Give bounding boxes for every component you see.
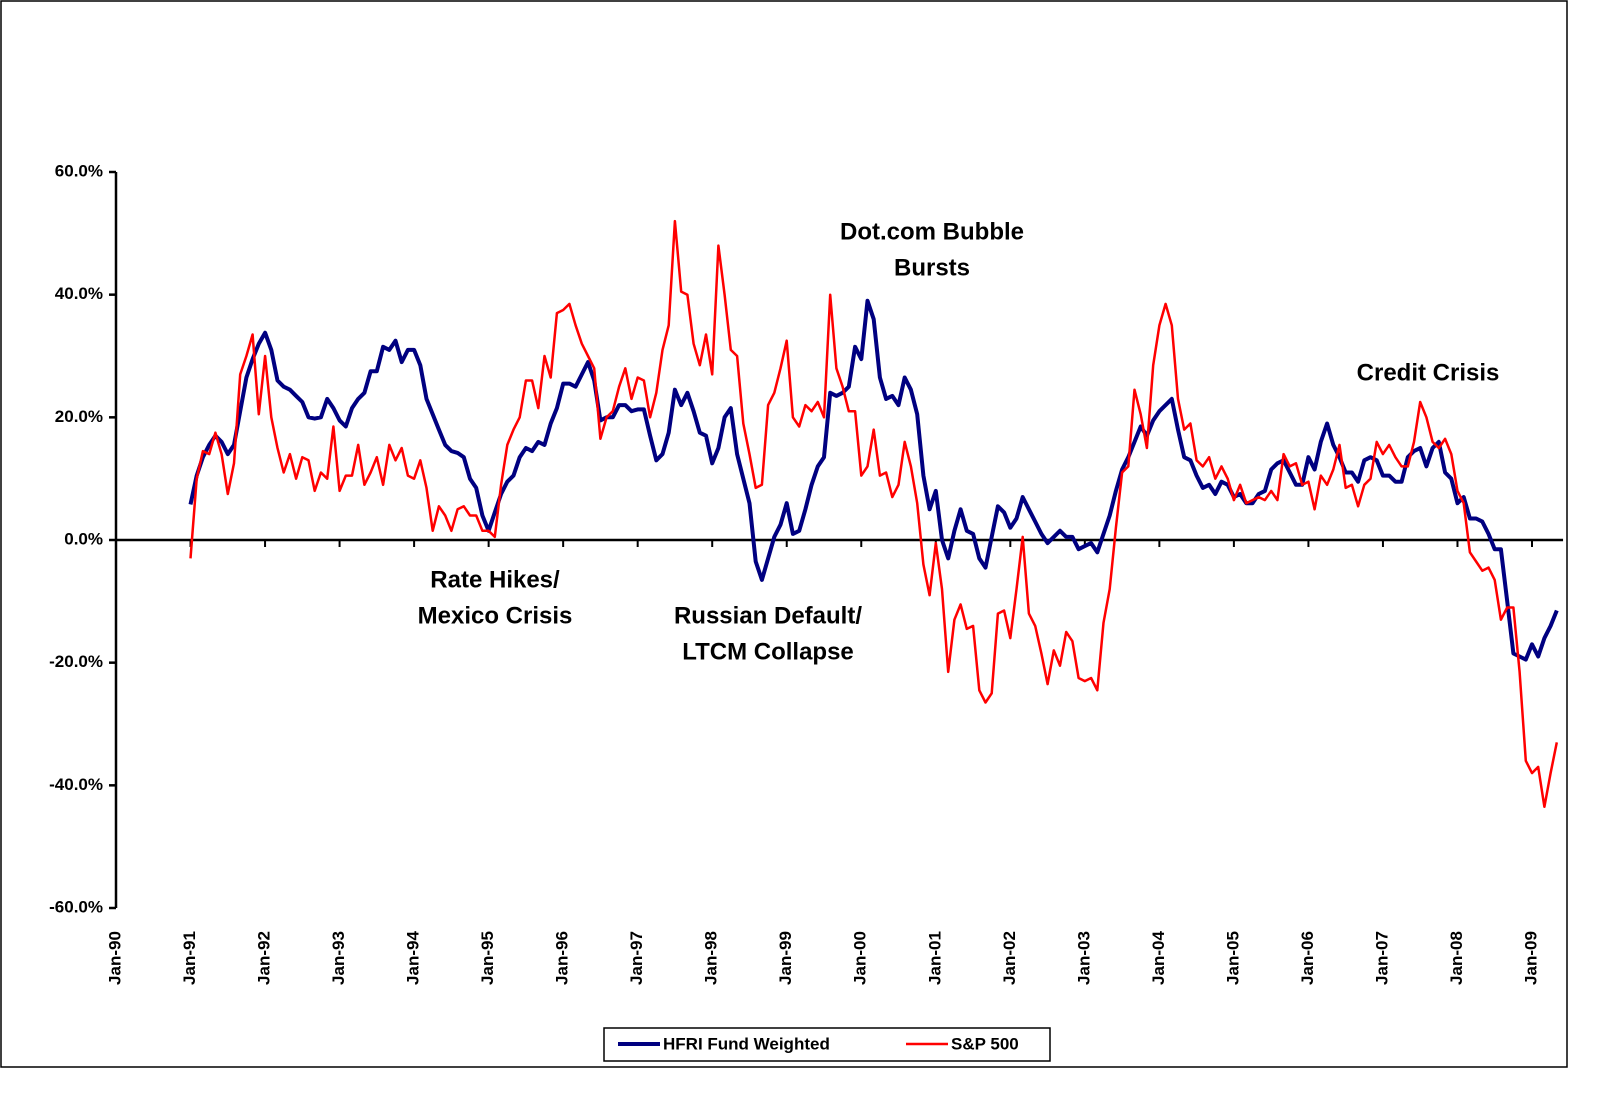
x-tick-label: Jan-97 [627,931,646,985]
annotation: LTCM Collapse [682,638,854,665]
x-tick-label: Jan-99 [776,931,795,985]
x-tick-label: Jan-08 [1447,931,1466,985]
legend-label: HFRI Fund Weighted [663,1034,830,1053]
x-tick-label: Jan-94 [404,931,423,985]
legend-box [603,1027,1051,1062]
x-tick-label: Jan-01 [925,931,944,985]
x-tick-label: Jan-96 [553,931,572,985]
x-tick-label: Jan-02 [1000,931,1019,985]
annotation: Rate Hikes/ [430,566,560,593]
x-tick-label: Jan-07 [1372,931,1391,985]
x-tick-label: Jan-06 [1298,931,1317,985]
x-tick-label: Jan-04 [1149,931,1168,985]
chart-border [0,0,1568,1068]
x-tick-label: Jan-91 [180,931,199,985]
series-line [188,298,1559,662]
annotation: Credit Crisis [1357,359,1500,386]
x-tick-label: Jan-95 [478,931,497,985]
legend-label: S&P 500 [951,1034,1019,1053]
y-tick-label: 0.0% [64,529,103,548]
annotation: Dot.com Bubble [840,218,1024,245]
annotation: Russian Default/ [674,602,862,629]
series-line [189,219,1559,809]
annotation: Mexico Crisis [418,602,573,629]
x-tick-label: Jan-05 [1223,931,1242,985]
y-tick-label: -20.0% [49,652,103,671]
y-tick-label: -40.0% [49,775,103,794]
x-tick-label: Jan-93 [329,931,348,985]
x-tick-label: Jan-98 [702,931,721,985]
x-tick-label: Jan-90 [105,931,124,985]
x-tick-label: Jan-09 [1521,931,1540,985]
x-tick-label: Jan-00 [851,931,870,985]
x-tick-label: Jan-03 [1074,931,1093,985]
x-tick-label: Jan-92 [255,931,274,985]
y-tick-label: 40.0% [55,284,103,303]
annotation: Bursts [894,254,970,281]
y-tick-label: 20.0% [55,407,103,426]
y-tick-label: 60.0% [55,161,103,180]
y-tick-label: -60.0% [49,897,103,916]
